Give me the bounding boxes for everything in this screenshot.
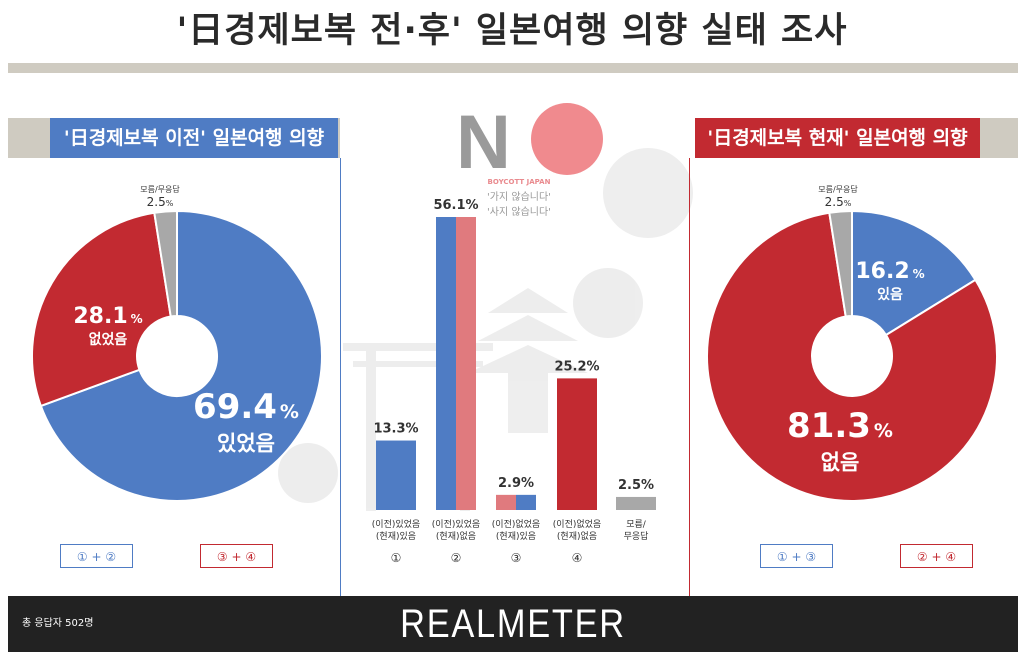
torii-lower-beam: [353, 361, 483, 367]
bar-category-line1-2: (이전)없었음: [492, 518, 540, 530]
pagoda-roof-3: [468, 345, 588, 373]
pie-current-value-2: 2.5%: [825, 195, 852, 209]
left-legend-tag-2: ③ + ④: [200, 544, 273, 568]
pagoda-roof-2: [478, 315, 578, 341]
boycott-line-2: '사지 않습니다': [487, 206, 551, 218]
left-panel-divider: [340, 158, 341, 596]
pie-current-label-2: 모름/무응답: [818, 184, 858, 194]
left-legend-tag-1: ① + ②: [60, 544, 133, 568]
right-legend-tag-2: ② + ④: [900, 544, 973, 568]
pie-current-label-1: 없음: [821, 450, 860, 474]
bar-category-number-0: ①: [391, 551, 402, 565]
bar-category-number-1: ②: [451, 551, 462, 565]
bar-1-part-1: [456, 217, 476, 510]
bar-value-label-3: 25.2%: [554, 359, 599, 374]
boycott-line-1: '가지 않습니다': [487, 191, 551, 203]
bar-1-part-0: [436, 217, 456, 510]
bar-category-line1-4: 모름/: [626, 519, 647, 530]
torii-top-beam: [343, 343, 493, 351]
bar-0-part-0: [376, 440, 416, 510]
bar-category-line1-1: (이전)있었음: [432, 518, 480, 530]
bar-category-line2-2: (현재)있음: [496, 530, 536, 542]
bar-2-part-1: [516, 494, 536, 510]
bar-category-line2-0: (현재)있음: [376, 530, 416, 542]
boycott-no-letter: N: [456, 100, 511, 185]
bar-value-label-1: 56.1%: [433, 198, 478, 213]
brand-logo: REALMETER: [400, 602, 626, 646]
pagoda-body: [508, 373, 548, 433]
right-panel-title: '日경제보복 현재' 일본여행 의향: [695, 118, 980, 158]
boycott-logo: N BOYCOTT JAPAN '가지 않습니다' '사지 않습니다': [456, 100, 603, 218]
bar-category-number-3: ④: [572, 551, 583, 565]
footer-bar: 총 응답자 502명 REALMETER: [8, 596, 1018, 652]
pie-before-hole: [137, 316, 217, 396]
page-title: '日경제보복 전·후' 일본여행 의향 실태 조사: [176, 11, 848, 51]
tree-blob-2: [573, 268, 643, 338]
left-panel-title: '日경제보복 이전' 일본여행 의향: [50, 118, 338, 158]
right-legend-tag-1: ① + ③: [760, 544, 833, 568]
boycott-circle: [531, 103, 603, 175]
bar-category-line1-3: (이전)없었음: [553, 518, 601, 530]
pie-before-label-0: 있었음: [217, 431, 275, 455]
bar-value-label-4: 2.5%: [618, 478, 654, 493]
respondent-count: 총 응답자 502명: [22, 618, 94, 629]
tree-blob-1: [603, 148, 693, 238]
bar-2-part-0: [496, 494, 516, 510]
pie-current-hole: [812, 316, 892, 396]
bar-category-line2-4: 무응답: [624, 530, 649, 542]
tree-blob-3: [278, 443, 338, 503]
bar-category-number-2: ③: [511, 551, 522, 565]
boycott-caption: BOYCOTT JAPAN: [488, 178, 551, 186]
bar-value-label-0: 13.3%: [373, 422, 418, 437]
bar-chart-transition: 13.3%(이전)있었음(현재)있음①56.1%(이전)있었음(현재)없음②2.…: [372, 198, 656, 565]
torii-left-pillar: [366, 351, 376, 511]
boycott-background: [278, 148, 693, 511]
bar-value-label-2: 2.9%: [498, 476, 534, 491]
pie-current-label-0: 있음: [877, 287, 903, 303]
pie-before-value-2: 2.5%: [147, 195, 174, 209]
bar-category-line2-1: (현재)없음: [436, 531, 476, 542]
pagoda-roof-1: [488, 288, 568, 313]
bar-category-line1-0: (이전)있었음: [372, 518, 420, 530]
pie-before-label-2: 모름/무응답: [140, 184, 180, 194]
pie-before-label-1: 없었음: [89, 332, 128, 348]
bar-category-line2-3: (현재)없음: [557, 531, 597, 542]
bar-3-part-0: [557, 378, 597, 510]
bar-4-part-0: [616, 496, 656, 510]
right-panel-divider: [689, 158, 690, 596]
top-divider: [8, 63, 1018, 73]
